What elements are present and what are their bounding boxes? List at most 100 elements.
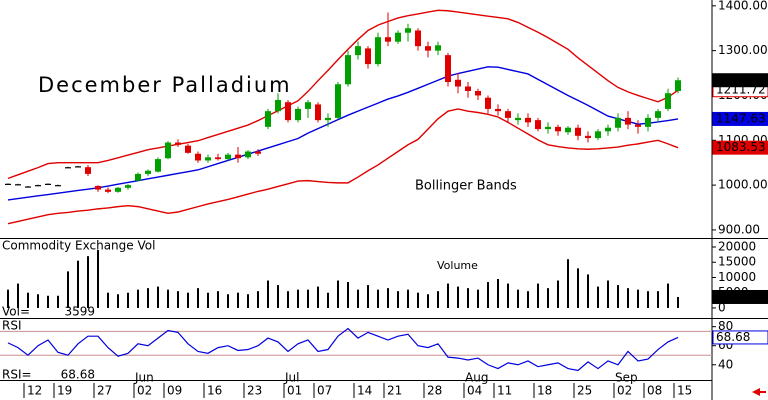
x-tick-label: 15 xyxy=(677,384,692,398)
volume-bar xyxy=(637,289,639,308)
volume-bar xyxy=(307,289,309,308)
candle-body xyxy=(485,97,491,109)
volume-bar xyxy=(87,256,89,308)
x-tick-label: 21 xyxy=(387,384,402,398)
candle-body xyxy=(315,104,321,121)
candle-body xyxy=(495,108,501,112)
volume-bar xyxy=(597,286,599,308)
candle-body xyxy=(575,127,581,136)
candle-body xyxy=(335,84,341,118)
volume-bar xyxy=(367,285,369,308)
volume-bar xyxy=(207,292,209,308)
candle-body xyxy=(105,189,111,192)
volume-bar xyxy=(57,295,59,308)
candle-body xyxy=(165,142,171,159)
candle-body xyxy=(85,167,91,174)
candle-body xyxy=(185,145,191,153)
volume-bar xyxy=(267,280,269,308)
candle-body xyxy=(525,117,531,123)
volume-bar xyxy=(667,283,669,308)
x-tick-label: 25 xyxy=(577,384,592,398)
volume-bar xyxy=(627,288,629,308)
volume-bar xyxy=(647,291,649,308)
candle-body xyxy=(635,124,641,127)
y-tick-label: 1400.00 xyxy=(718,0,768,12)
candle-body xyxy=(275,99,281,112)
volume-bar xyxy=(407,289,409,308)
volume-bar xyxy=(427,294,429,308)
volume-bar xyxy=(417,292,419,308)
candle-body xyxy=(645,117,651,127)
x-tick-label: 16 xyxy=(207,384,222,398)
volume-bar xyxy=(147,288,149,308)
volume-bar xyxy=(247,294,249,308)
volume-bar xyxy=(167,289,169,308)
candle-body xyxy=(585,135,591,139)
volume-bar xyxy=(257,291,259,308)
y-tick-label: 1000.00 xyxy=(718,178,768,192)
candle-body xyxy=(245,151,251,158)
value-box xyxy=(712,330,768,345)
value-box xyxy=(712,140,768,155)
x-tick-label: 07 xyxy=(317,384,332,398)
x-tick-label: 19 xyxy=(57,384,72,398)
candle-body xyxy=(385,37,391,42)
candle-body xyxy=(595,131,601,139)
volume-bar xyxy=(177,291,179,308)
month-label: Jun xyxy=(134,371,154,385)
month-label: Sep xyxy=(615,371,638,385)
volume-bar xyxy=(357,289,359,308)
volume-bar xyxy=(497,279,499,308)
x-tick-label: 28 xyxy=(427,384,442,398)
volume-bar xyxy=(77,260,79,308)
candle-body xyxy=(145,170,151,174)
x-tick-label: 02 xyxy=(617,384,632,398)
volume-bar xyxy=(27,292,29,308)
volume-bar xyxy=(317,286,319,308)
volume-bar xyxy=(67,271,69,308)
volume-bar xyxy=(37,294,39,308)
chart-title: December Palladium xyxy=(38,73,292,97)
candle-body xyxy=(475,90,481,96)
candle-body xyxy=(625,117,631,125)
candle-body xyxy=(125,185,131,188)
value-box-label: 68.68 xyxy=(716,330,750,344)
volume-bar xyxy=(397,291,399,308)
value-box-label: 3599 xyxy=(716,289,747,303)
volume-bar xyxy=(587,274,589,308)
volume-bar xyxy=(657,291,659,308)
candle-body xyxy=(405,28,411,33)
candle-body xyxy=(95,186,101,190)
volume-bar xyxy=(107,292,109,308)
candle-body xyxy=(345,55,351,85)
scroll-arrow[interactable] xyxy=(752,388,766,396)
candle-body xyxy=(535,120,541,130)
y-tick-label: 40 xyxy=(718,357,733,371)
candle-body xyxy=(565,127,571,133)
candle-body xyxy=(5,183,11,185)
candle-body xyxy=(665,93,671,109)
volume-bar xyxy=(217,291,219,308)
volume-bar xyxy=(117,294,119,308)
month-label: Aug xyxy=(465,371,488,385)
candle-body xyxy=(25,186,31,188)
candle-body xyxy=(15,184,21,186)
candle-body xyxy=(255,151,261,154)
volume-bar xyxy=(487,282,489,308)
candle-body xyxy=(205,157,211,161)
candle-body xyxy=(35,185,41,187)
annotation: Volume xyxy=(437,259,478,272)
volume-bar xyxy=(447,283,449,308)
candle-body xyxy=(135,173,141,181)
volume-bar xyxy=(557,280,559,308)
volume-bar xyxy=(437,291,439,308)
annotation: Bollinger Bands xyxy=(415,179,517,194)
value-prefix: RSI= xyxy=(2,368,32,382)
x-tick-label: 27 xyxy=(97,384,112,398)
candle-body xyxy=(265,111,271,127)
y-tick-label: 900.00 xyxy=(718,222,760,236)
x-tick-label: 14 xyxy=(357,384,372,398)
panel-title: RSI xyxy=(2,319,22,333)
